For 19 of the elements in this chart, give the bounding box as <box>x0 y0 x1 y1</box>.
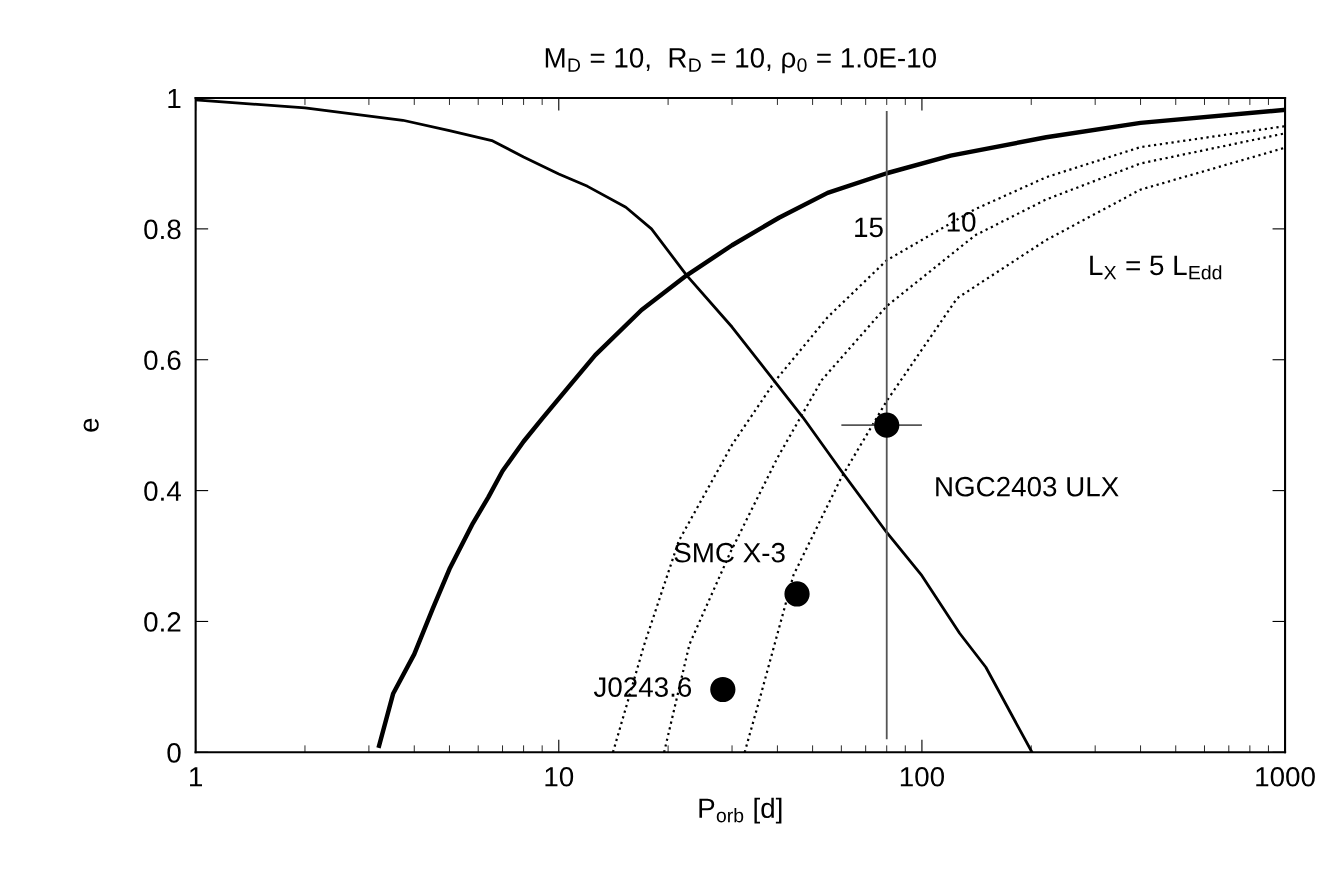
y-tick-label: 0 <box>167 742 181 763</box>
x-axis-title: P$_{orb}$ [d] <box>699 797 782 824</box>
annotation: 15 <box>855 217 883 238</box>
y-tick-label: 1 <box>168 88 181 109</box>
x-tick-label: 100 <box>900 766 945 787</box>
x-tick-label: 1000 <box>1256 766 1315 787</box>
annotation: SMC X-3 <box>674 542 785 563</box>
x-tick-label: 10 <box>545 766 574 787</box>
annotation: J0243.6 <box>593 677 692 697</box>
annotation: NGC2403 ULX <box>936 476 1119 497</box>
y-tick-label: 0.8 <box>144 219 181 240</box>
y-tick-label: 0.2 <box>144 612 181 632</box>
x-tick-label: 1 <box>190 767 203 787</box>
y-axis-title: e <box>83 418 99 432</box>
annotation: 10 <box>947 212 976 232</box>
annotation: L$_{X}$ = 5 L$_{Edd}$ <box>1090 255 1222 280</box>
y-tick-label: 0.6 <box>144 350 181 371</box>
chart-title: M$_{D}$ = 10, R$_{D}$ = 10, ρ$_{0}$ = 1.0E-10 <box>545 48 936 74</box>
y-tick-label: 0.4 <box>144 481 181 501</box>
